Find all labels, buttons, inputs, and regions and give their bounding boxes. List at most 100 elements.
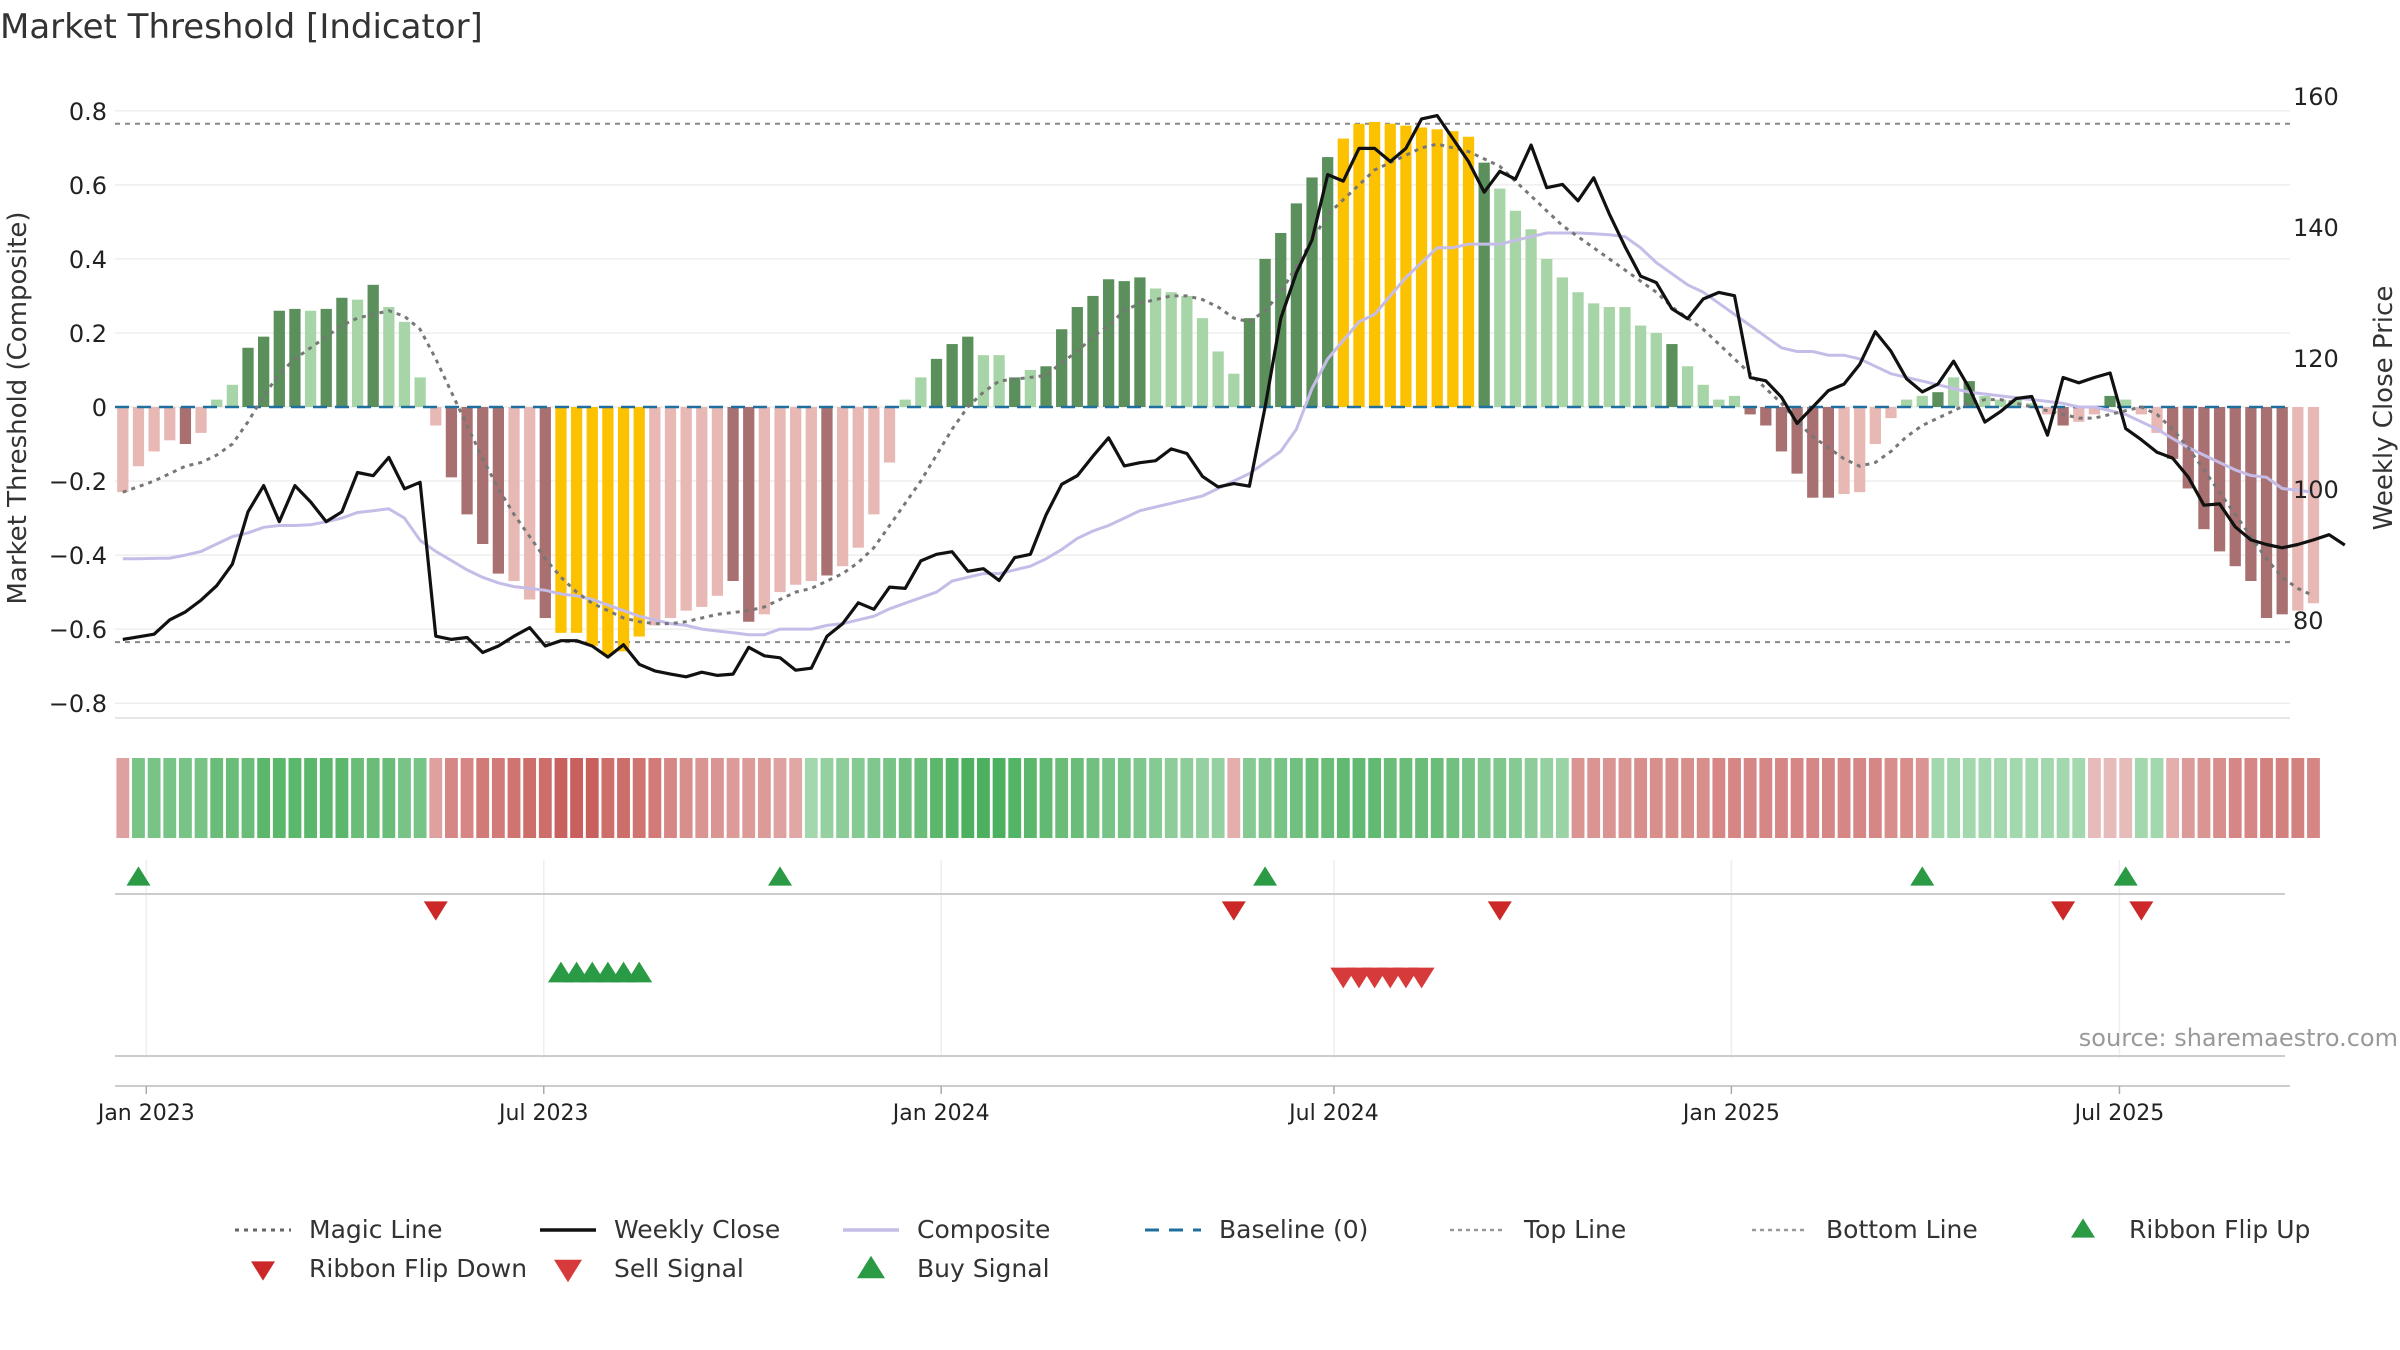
composite-bar	[1838, 407, 1850, 495]
ribbon-flip-down-marker	[1221, 901, 1246, 921]
ribbon-cell	[836, 758, 850, 838]
composite-bar	[273, 310, 285, 407]
ribbon-cell	[132, 758, 145, 838]
legend-label: Composite	[917, 1215, 1050, 1244]
composite-bar	[2088, 407, 2101, 415]
y-tick-label: 0.8	[69, 98, 107, 126]
ribbon-cell	[257, 758, 271, 838]
ribbon-cell	[1555, 758, 1569, 838]
ribbon-cell	[210, 758, 224, 838]
ribbon-cell	[1962, 758, 1976, 838]
ribbon-cell	[601, 758, 615, 838]
ribbon-cell	[977, 758, 990, 838]
legend-label: Weekly Close	[614, 1215, 780, 1244]
composite-bar	[1181, 295, 1193, 407]
ribbon-cell	[1947, 758, 1960, 838]
ribbon-cell	[820, 758, 834, 838]
ribbon-cell	[1133, 758, 1147, 838]
composite-bar	[1165, 292, 1177, 407]
x-axis: Jan 2023 Jul 2023 Jan 2024 Jul 2024 Jan 2025…	[96, 1085, 2290, 1126]
y-tick-label: −0.6	[49, 616, 107, 644]
y2-tick-label: 140	[2293, 214, 2339, 242]
composite-bar	[1462, 136, 1475, 407]
composite-bar	[2213, 407, 2226, 552]
composite-bar	[1087, 295, 1099, 407]
ribbon-cell	[1587, 758, 1601, 838]
ribbon-cell	[1712, 758, 1726, 838]
composite-bar	[1525, 229, 1537, 407]
composite-bar	[1337, 138, 1349, 407]
composite-bar	[1102, 279, 1115, 407]
y-tick-label: −0.4	[49, 542, 107, 570]
composite-bars	[117, 121, 2320, 656]
ribbon-cell	[1884, 758, 1898, 838]
ribbon-flip-up-marker	[768, 866, 793, 886]
composite-bar	[1744, 407, 1756, 415]
ribbon-cell	[1837, 758, 1851, 838]
source-credit: source: sharemaestro.com	[2079, 1024, 2398, 1052]
legend-label: Bottom Line	[1826, 1215, 1978, 1244]
y2-tick-label: 120	[2293, 345, 2339, 373]
ribbon-cell	[382, 758, 396, 838]
composite-bar	[1650, 332, 1662, 407]
ribbon-cell	[1305, 758, 1319, 838]
ribbon-cell	[1900, 758, 1914, 838]
composite-bar	[696, 407, 708, 607]
composite-bar	[1760, 407, 1772, 426]
composite-bar	[445, 407, 458, 478]
ribbon-cell	[1117, 758, 1131, 838]
ribbon-cell	[1070, 758, 1084, 838]
ribbon-cell	[945, 758, 959, 838]
ribbon-flip-down-marker	[423, 901, 448, 921]
ribbon-cell	[1696, 758, 1710, 838]
composite-bar	[1509, 210, 1522, 407]
ribbon-cell	[711, 758, 724, 838]
ribbon-cell	[1853, 758, 1867, 838]
composite-bar	[430, 407, 442, 426]
y2-tick-label: 160	[2293, 83, 2339, 111]
composite-bar	[1822, 407, 1835, 498]
legend: Magic Line Weekly Close Composite Baseline …	[235, 1215, 2310, 1283]
ribbon-cell	[1008, 758, 1022, 838]
composite-bar	[868, 407, 880, 515]
composite-bar	[570, 407, 583, 633]
composite-bar	[1728, 395, 1741, 407]
ribbon-cell	[1258, 758, 1272, 838]
composite-bar	[727, 407, 739, 582]
composite-bar	[2276, 407, 2288, 615]
y2-tick-label: 100	[2293, 476, 2339, 504]
composite-bar	[633, 407, 645, 637]
ribbon-cell	[1540, 758, 1554, 838]
ribbon-cell	[851, 758, 865, 838]
composite-bar	[1994, 399, 2007, 407]
composite-bar	[1634, 325, 1647, 407]
ribbon-cell	[2307, 758, 2320, 838]
ribbon-cell	[1039, 758, 1053, 838]
composite-bar	[2151, 407, 2163, 433]
composite-bar	[2245, 407, 2257, 582]
composite-bar	[1228, 373, 1240, 407]
composite-bar	[1619, 307, 1631, 407]
ribbon-cell	[460, 758, 474, 838]
composite-bar	[2135, 407, 2147, 415]
legend-label: Magic Line	[309, 1215, 443, 1244]
ribbon-cell	[1994, 758, 2007, 838]
chart-title: Market Threshold [Indicator]	[0, 7, 483, 47]
ribbon-flip-up-marker	[1253, 866, 1278, 886]
composite-bar	[2229, 407, 2241, 567]
composite-bar	[1697, 384, 1709, 407]
ribbon-cell	[429, 758, 443, 838]
ribbon-cell	[1321, 758, 1335, 838]
composite-bar	[1854, 407, 1866, 493]
composite-bar	[383, 307, 395, 407]
ribbon-cell	[116, 758, 130, 838]
ribbon-cell	[1196, 758, 1209, 838]
ribbon-cell	[1399, 758, 1413, 838]
composite-bar	[1932, 392, 1944, 407]
ribbon-cell	[288, 758, 302, 838]
ribbon-cell	[554, 758, 568, 838]
composite-bar	[1431, 129, 1443, 408]
composite-bar	[211, 399, 223, 407]
ribbon-flip-markers	[115, 866, 2285, 921]
